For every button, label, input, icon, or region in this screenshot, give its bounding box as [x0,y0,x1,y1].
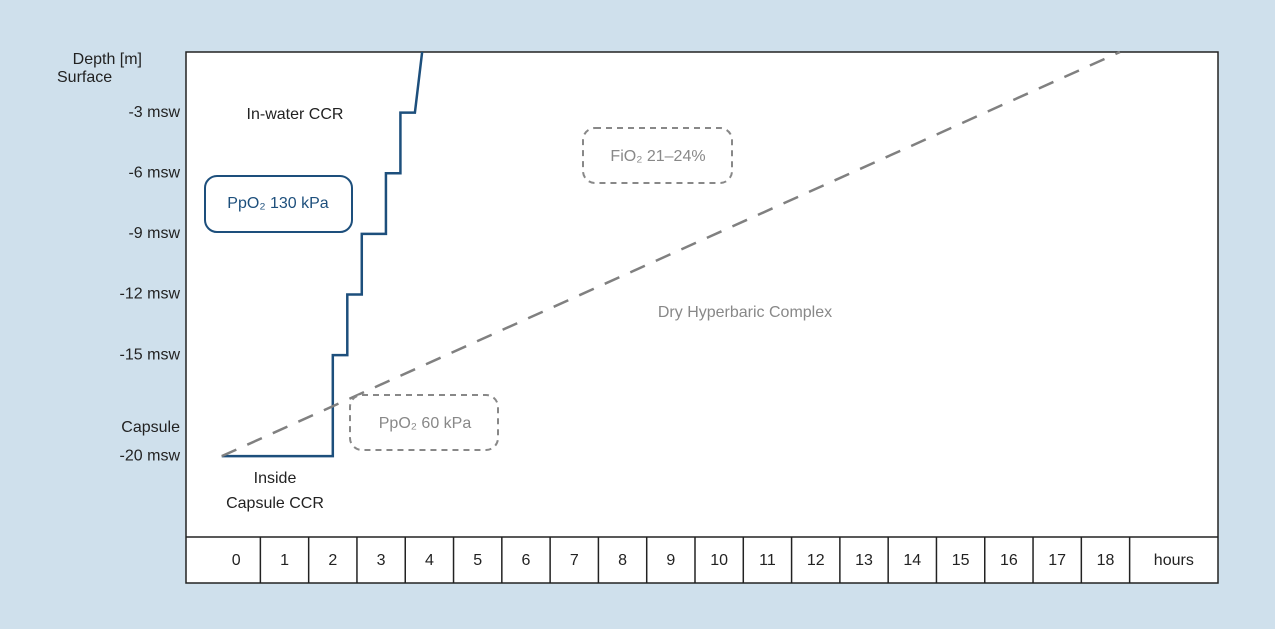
annotation: Capsule CCR [226,495,324,512]
y-tick-label: -20 msw [120,447,181,464]
annotation: PpO₂ 60 kPa [379,415,472,432]
series-line [221,50,1121,458]
annotation: Dry Hyperbaric Complex [658,304,832,321]
x-axis-title: hours [1154,552,1194,569]
y-tick-label: -15 msw [120,346,181,363]
x-tick-label: 13 [855,552,873,569]
annotation-box [349,394,499,451]
x-tick-label: 15 [952,552,970,569]
annotation: FiO₂ 21–24% [610,148,705,165]
x-tick-label: 5 [473,552,482,569]
x-tick-label: 7 [570,552,579,569]
y-tick-label: -9 msw [128,225,180,242]
y-tick-label: -12 msw [120,286,181,303]
x-tick-label: 11 [759,552,776,569]
x-tick-label: 0 [232,552,241,569]
annotation-box [204,175,353,233]
x-tick-label: 12 [807,552,825,569]
annotation: Inside [254,470,297,487]
x-tick-label: 17 [1048,552,1066,569]
series-line [221,51,424,458]
annotation-box [582,127,733,184]
x-tick-label: 14 [903,552,921,569]
x-tick-label: 9 [666,552,675,569]
x-tick-label: 2 [328,552,337,569]
y-axis-title: Depth [m] [73,51,142,68]
x-tick-label: 4 [425,552,434,569]
y-tick-label: -3 msw [128,104,180,121]
x-tick-label: 18 [1097,552,1115,569]
x-tick-label: 6 [522,552,531,569]
x-tick-label: 1 [280,552,289,569]
annotation: PpO₂ 130 kPa [227,195,328,212]
x-tick-label: 8 [618,552,627,569]
x-tick-label: 16 [1000,552,1018,569]
x-tick-label: 3 [377,552,386,569]
annotation: Capsule [121,419,180,436]
x-tick-label: 10 [710,552,728,569]
y-tick-label: Surface [57,69,112,86]
annotation: In-water CCR [247,106,344,123]
y-tick-label: -6 msw [128,164,180,181]
